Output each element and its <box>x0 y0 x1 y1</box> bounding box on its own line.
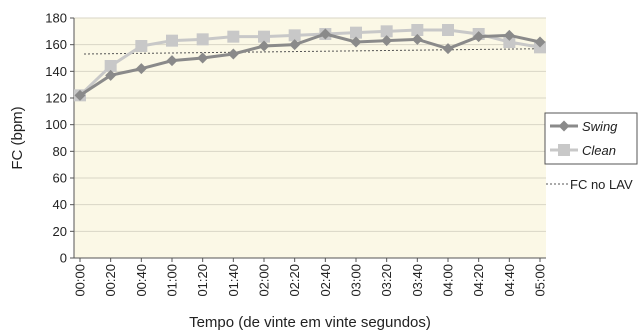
x-axis: 00:00 00:20 00:40 01:00 01:20 01:40 02:00 02:20… <box>73 257 548 297</box>
y-axis: 0 20 40 60 80 100 120 140 160 180 <box>45 11 75 266</box>
x-tick-label: 00:00 <box>73 264 88 297</box>
y-tick-label: 160 <box>45 37 67 52</box>
plot-background <box>74 18 546 258</box>
data-point <box>288 29 301 42</box>
y-tick-label: 180 <box>45 11 67 26</box>
x-tick-label: 05:00 <box>533 264 548 297</box>
data-point <box>442 43 454 55</box>
data-point <box>380 25 393 38</box>
y-tick-label: 0 <box>60 251 67 266</box>
legend-reference-label: FC no LAV <box>570 177 633 192</box>
x-tick-label: 03:00 <box>349 264 364 297</box>
data-point <box>135 40 148 52</box>
data-point <box>319 28 331 40</box>
y-tick-label: 80 <box>53 144 67 159</box>
data-point <box>534 36 546 48</box>
x-tick-label: 03:20 <box>379 264 394 297</box>
legend-clean-marker <box>558 144 570 156</box>
data-point <box>74 89 86 101</box>
x-tick-label: 04:40 <box>502 264 517 297</box>
data-point <box>258 30 270 43</box>
y-tick-label: 140 <box>45 64 67 79</box>
data-point <box>381 35 393 47</box>
data-point <box>442 24 454 36</box>
x-tick-label: 04:00 <box>441 264 456 297</box>
data-point <box>258 40 270 52</box>
y-axis-title: FC (bpm) <box>9 106 26 169</box>
legend: Swing Clean <box>544 112 638 165</box>
series-group <box>74 24 546 102</box>
gridlines <box>74 17 546 232</box>
data-point <box>227 30 240 43</box>
data-point <box>350 36 362 48</box>
data-point <box>411 33 423 45</box>
reference-line <box>83 48 547 55</box>
x-tick-label: 02:00 <box>257 264 272 297</box>
data-point <box>166 34 178 47</box>
data-point <box>135 63 147 75</box>
x-tick-label: 00:20 <box>103 264 118 297</box>
data-point <box>503 36 516 48</box>
x-tick-label: 03:40 <box>410 264 425 297</box>
series-clean-line <box>78 28 541 97</box>
x-tick-label: 04:20 <box>471 264 486 297</box>
series-swing-line <box>79 32 541 97</box>
data-point <box>473 31 485 43</box>
data-point <box>197 52 209 64</box>
data-point <box>105 69 117 81</box>
legend-swing-marker <box>558 120 570 132</box>
data-point <box>227 48 239 60</box>
x-tick-label: 02:40 <box>318 264 333 297</box>
y-tick-label: 120 <box>45 91 67 106</box>
x-tick-label: 01:20 <box>195 264 210 297</box>
x-axis-title: Tempo (de vinte em vinte segundos) <box>189 314 431 331</box>
data-point <box>289 39 301 51</box>
x-tick-label: 00:40 <box>134 264 149 297</box>
data-point <box>350 26 362 39</box>
legend-swing-label: Swing <box>582 119 618 134</box>
data-point <box>166 55 178 67</box>
x-tick-label: 01:40 <box>226 264 241 297</box>
data-point <box>196 33 209 46</box>
x-tick-label: 01:00 <box>165 264 180 297</box>
x-tick-label: 02:20 <box>287 264 302 297</box>
series-swing <box>74 28 546 101</box>
y-tick-label: 40 <box>53 197 67 212</box>
y-tick-label: 60 <box>53 171 67 186</box>
y-tick-label: 20 <box>53 224 67 239</box>
data-point <box>503 29 515 41</box>
data-point <box>411 24 424 36</box>
legend-clean-label: Clean <box>582 143 616 158</box>
y-tick-label: 100 <box>45 117 67 132</box>
legend-reference: FC no LAV <box>546 177 633 192</box>
reference-line-group <box>83 48 547 55</box>
data-point <box>104 60 117 72</box>
